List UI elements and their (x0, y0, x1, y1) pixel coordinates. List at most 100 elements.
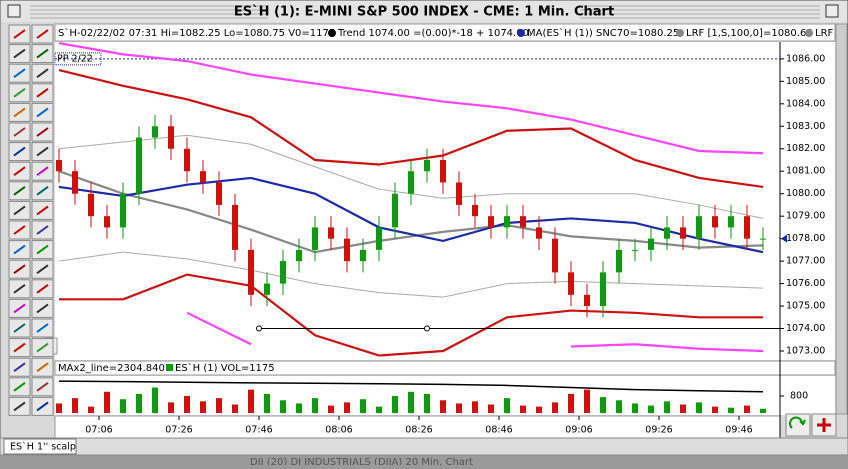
add-icon (817, 418, 831, 432)
tool-icon (13, 362, 26, 373)
tool-icon (13, 303, 26, 314)
candle-body (648, 238, 654, 250)
volume-bar (456, 403, 462, 413)
background-window-title: DJI (20) DJ INDUSTRIALS (DJIA) 20 Min. C… (250, 457, 473, 465)
candle-body (616, 249, 622, 273)
candle-body (568, 272, 574, 295)
tool-icon (36, 244, 49, 255)
candle-body (376, 227, 382, 250)
tool-icon (36, 48, 49, 59)
volume-bar (664, 401, 670, 413)
volume-bar (408, 391, 414, 413)
overlay-line (58, 176, 764, 254)
volume-bar (152, 387, 158, 413)
tool-icon (13, 146, 26, 157)
candle-body (232, 204, 238, 250)
volume-bar (536, 406, 542, 413)
x-tick-label: 08:06 (325, 425, 352, 436)
candle-body (696, 216, 702, 239)
tool-icon (36, 323, 49, 333)
candle-body (184, 148, 190, 172)
volume-bar (616, 400, 622, 413)
scrollbar[interactable] (835, 23, 848, 415)
header-text: LRF [1,S,100,0]=1080.65 (686, 28, 813, 39)
overlay-line (186, 311, 764, 353)
volume-bar (296, 403, 302, 413)
volume-bar (488, 404, 494, 413)
candle-body (520, 216, 526, 228)
candle-body (632, 249, 638, 251)
y-tick-label: 1075.00 (786, 301, 825, 312)
tool-icon (36, 283, 49, 294)
last-price-marker (781, 234, 787, 243)
volume-bar (104, 391, 110, 413)
tool-icon (36, 107, 49, 118)
volume-bar (280, 400, 286, 413)
candle-body (392, 193, 398, 228)
x-tick-label: 07:06 (85, 425, 112, 436)
candle-body (216, 182, 222, 205)
y-tick-label: 1073.00 (786, 346, 825, 357)
tool-icon (36, 29, 49, 39)
trend-handle[interactable] (424, 325, 430, 332)
volume-bar (472, 401, 478, 413)
candle-body (424, 159, 430, 172)
y-tick-label: 800 (790, 391, 808, 402)
status-bar (0, 437, 848, 456)
pp-label: PP 2/22 (57, 53, 93, 64)
tool-icon (36, 225, 49, 235)
price-panel (55, 42, 780, 360)
tool-icon (36, 264, 49, 275)
volume-bar (648, 405, 654, 413)
tool-icon (13, 29, 26, 39)
tool-icon (13, 244, 26, 255)
window-title: ES`H (1): E-MINI S&P 500 INDEX - CME: 1 … (234, 5, 614, 20)
price-axis (780, 42, 835, 360)
x-tick-label: 09:06 (565, 425, 592, 436)
volume-bar (632, 403, 638, 413)
tool-icon (13, 87, 26, 98)
pp-box (54, 52, 102, 66)
volume-bar (136, 393, 142, 413)
candle-body (296, 249, 302, 262)
candle-body (264, 283, 270, 295)
volume-bar (312, 398, 318, 413)
volume-bar (168, 402, 174, 413)
candle-body (200, 171, 206, 183)
volume-ma-line (58, 380, 764, 393)
tool-icon (13, 401, 26, 412)
y-tick-label: 1078.00 (786, 233, 825, 244)
overlay-line (58, 251, 764, 298)
candle-body (248, 249, 254, 295)
close-box[interactable] (7, 4, 21, 18)
candle-body (56, 159, 62, 172)
tool-icon (13, 185, 26, 196)
volume-bar (760, 408, 766, 413)
volume-bar (520, 405, 526, 413)
candle-body (536, 227, 542, 239)
x-tick-label: 09:46 (725, 425, 752, 436)
y-tick-label: 1083.00 (786, 121, 825, 132)
tool-icon (36, 342, 49, 353)
header-text: Trend 1074.00 =(0.00)*-18 + 1074.00. (337, 28, 532, 39)
volume-bar (344, 402, 350, 413)
trend-handle[interactable] (256, 325, 262, 332)
volume-bar (264, 393, 270, 413)
legend-dot (328, 29, 336, 37)
volume-bar (72, 398, 78, 413)
chart-tab[interactable] (3, 438, 77, 455)
candle-body (488, 216, 494, 228)
zoom-box[interactable] (825, 4, 839, 18)
tool-icon (36, 401, 49, 412)
tool-icon (36, 166, 49, 177)
y-tick-label: 1080.00 (786, 188, 825, 199)
candle-body (664, 227, 670, 239)
legend-dot (676, 29, 684, 37)
volume-header-vol: ES`H (1) VOL=1175 (175, 362, 275, 374)
y-tick-label: 1077.00 (786, 256, 825, 267)
volume-bar (56, 403, 62, 413)
volume-bar (600, 397, 606, 413)
candle-body (88, 193, 94, 217)
header-text: LRF (815, 28, 834, 39)
legend-square (166, 364, 173, 371)
